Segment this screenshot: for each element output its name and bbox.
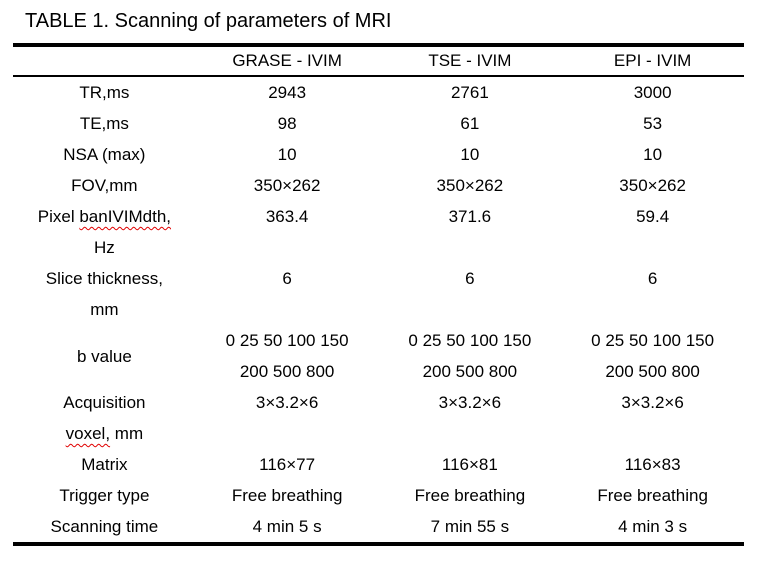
value-cell: 6 (465, 269, 475, 288)
table-row-trigger-type: Trigger type Free breathing Free breathi… (13, 480, 744, 511)
table-title: TABLE 1. Scanning of parameters of MRI (25, 10, 392, 32)
value-cell: 3×3.2×6 (438, 393, 502, 412)
table-row-matrix: Matrix 116×77 116×81 116×83 (13, 449, 744, 480)
value-cell: 59.4 (636, 207, 670, 226)
value-cell: 350×262 (253, 176, 321, 195)
value-cell: Free breathing (597, 486, 708, 505)
row-label-text: mm (110, 424, 144, 443)
value-cell: 3×3.2×6 (621, 393, 684, 412)
value-cell: 4 min 5 s (252, 517, 322, 536)
row-label-trigger-type: Trigger type (59, 486, 150, 505)
row-label-line1: Acquisition (63, 393, 146, 412)
value-cell: 98 (277, 114, 297, 133)
value-cell: 7 min 55 s (430, 517, 510, 536)
table-row-acquisition-voxel: Acquisition voxel, mm 3×3.2×6 3×3.2×6 3×3… (13, 387, 744, 449)
table-row-te: TE,ms 98 61 53 (13, 108, 744, 139)
value-cell: 371.6 (448, 207, 492, 226)
value-cell: 6 (282, 269, 292, 288)
value-cell: 350×262 (436, 176, 504, 195)
header-cell-empty (13, 45, 196, 77)
row-label-b-value: b value (76, 346, 132, 366)
header-cell-grase-ivim: GRASE - IVIM (195, 45, 379, 77)
value-cell: 116×83 (624, 455, 681, 474)
value-cell: 53 (643, 114, 663, 133)
row-label-nsa: NSA (max) (63, 145, 146, 164)
table-row-tr: TR,ms 2943 2761 3000 (13, 76, 744, 108)
row-label-line2: Hz (93, 238, 115, 257)
value-cell: 116×77 (259, 455, 316, 474)
value-cell: 61 (460, 114, 480, 133)
value-cell: 0 25 50 100 150 200 500 800 (225, 331, 349, 381)
value-cell: Free breathing (414, 486, 526, 505)
value-cell: 2943 (268, 83, 307, 102)
value-cell: 6 (647, 269, 658, 288)
value-cell: 363.4 (265, 207, 309, 226)
value-cell: 2761 (450, 83, 489, 102)
value-cell: 0 25 50 100 150 200 500 800 (408, 331, 532, 381)
table-row-b-value: b value 0 25 50 100 150 200 500 800 0 25… (13, 325, 744, 387)
table-row-nsa: NSA (max) 10 10 10 (13, 139, 744, 170)
value-cell: 116×81 (441, 455, 498, 474)
row-label-text: Pixel (37, 207, 80, 226)
row-label-matrix: Matrix (81, 455, 128, 474)
header-row: GRASE - IVIM TSE - IVIM EPI - IVIM (13, 45, 744, 77)
misspelled-word: voxel, (65, 424, 111, 443)
row-label-pixel-bandwidth: Pixel banIVIMdth, Hz (13, 201, 196, 263)
row-label-slice-thickness: Slice thickness, mm (45, 269, 163, 319)
row-label-te: TE,ms (79, 114, 129, 133)
value-cell: 10 (460, 145, 480, 164)
header-cell-tse-ivim: TSE - IVIM (378, 45, 562, 77)
value-cell: 3000 (633, 83, 672, 102)
table-row-scanning-time: Scanning time 4 min 5 s 7 min 55 s 4 min… (13, 511, 744, 544)
value-cell: 350×262 (619, 176, 686, 195)
value-cell: 10 (277, 145, 297, 164)
table-row-pixel-bandwidth: Pixel banIVIMdth, Hz 363.4 371.6 59.4 (13, 201, 744, 263)
row-label-scanning-time: Scanning time (50, 517, 159, 536)
row-label-acquisition-voxel: Acquisition voxel, mm (13, 387, 196, 449)
value-cell: 3×3.2×6 (255, 393, 319, 412)
header-cell-epi-ivim: EPI - IVIM (561, 45, 744, 77)
misspelled-word: banIVIMdth, (79, 207, 171, 226)
row-label-fov: FOV,mm (71, 176, 138, 195)
row-label-tr: TR,ms (79, 83, 130, 102)
value-cell: Free breathing (231, 486, 343, 505)
table-row-slice-thickness: Slice thickness, mm 6 6 6 (13, 263, 744, 325)
value-cell: 0 25 50 100 150 200 500 800 (591, 331, 715, 381)
value-cell: 4 min 3 s (618, 517, 688, 536)
mri-parameters-table: GRASE - IVIM TSE - IVIM EPI - IVIM TR,ms… (13, 43, 744, 546)
value-cell: 10 (643, 145, 663, 164)
table-row-fov: FOV,mm 350×262 350×262 350×262 (13, 170, 744, 201)
